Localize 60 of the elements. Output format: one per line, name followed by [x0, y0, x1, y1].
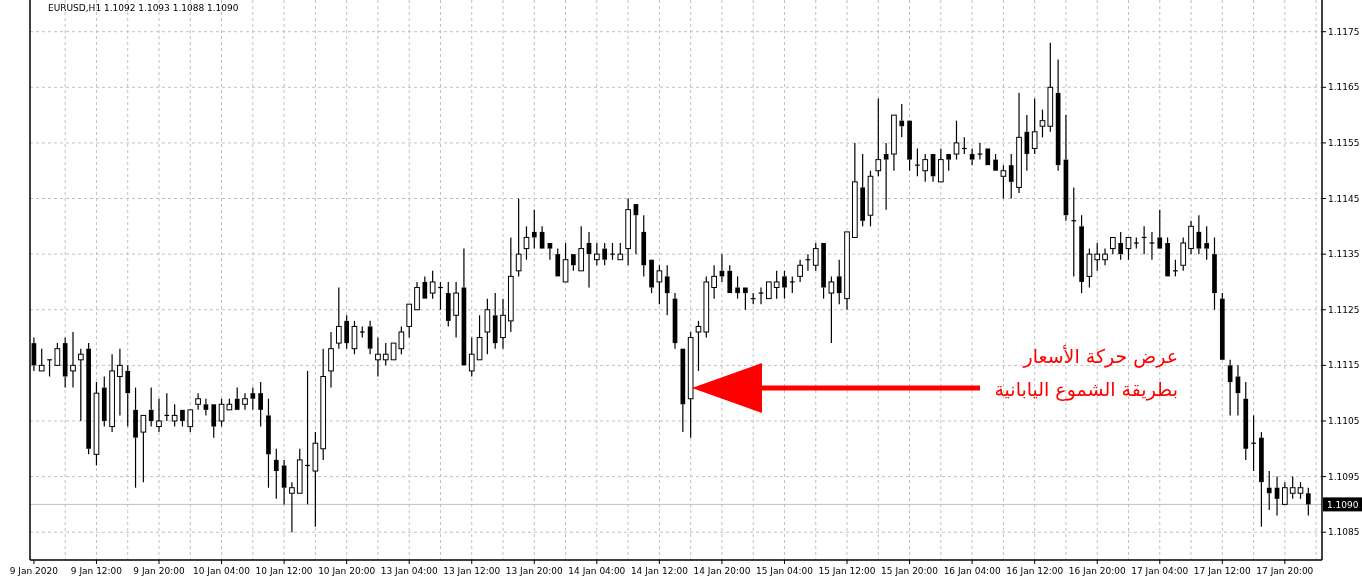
x-tick-label: 17 Jan 20:00	[1256, 566, 1314, 576]
candlestick	[758, 286, 764, 305]
annotation: بطريقة الشموع اليابانية	[994, 378, 1178, 401]
x-tick-label: 14 Jan 12:00	[630, 566, 689, 576]
x-tick-label: 15 Jan 12:00	[818, 566, 876, 576]
x-tick-label: 16 Jan 12:00	[1006, 566, 1064, 576]
y-tick-label: 1.1175	[1328, 26, 1360, 37]
x-tick-label: 9 Jan 20:00	[133, 566, 185, 576]
candlestick	[531, 209, 537, 250]
x-tick-label: 16 Jan 20:00	[1068, 566, 1126, 576]
candlestick	[156, 398, 162, 433]
candlestick	[453, 281, 459, 339]
candlestick	[977, 142, 983, 161]
ref-line-label: 1.1090	[1327, 500, 1359, 511]
x-tick-label: 14 Jan 04:00	[568, 566, 626, 576]
y-tick-label: 1.1115	[1328, 360, 1360, 371]
y-tick-label: 1.1135	[1328, 249, 1360, 260]
x-tick-label: 13 Jan 04:00	[380, 566, 438, 576]
candlestick	[375, 336, 381, 378]
x-tick-label: 14 Jan 20:00	[693, 566, 751, 576]
candlestick	[289, 481, 295, 533]
x-tick-label: 10 Jan 20:00	[318, 566, 376, 576]
candlestick	[328, 331, 334, 389]
x-tick-label: 13 Jan 12:00	[443, 566, 501, 576]
candlestick	[242, 392, 248, 411]
x-tick-label: 9 Jan 12:00	[70, 566, 123, 576]
candlestick	[1016, 92, 1022, 194]
candlestick	[1149, 231, 1155, 261]
candlestick	[203, 398, 209, 417]
candlestick	[109, 353, 115, 433]
x-tick-label: 16 Jan 04:00	[943, 566, 1001, 576]
annotation: عرض حركة الأسعار	[1022, 345, 1178, 368]
y-tick-label: 1.1165	[1328, 82, 1360, 93]
y-tick-label: 1.1085	[1328, 527, 1360, 538]
y-tick-label: 1.1145	[1328, 193, 1360, 204]
x-tick-label: 17 Jan 04:00	[1131, 566, 1189, 576]
candlestick	[1188, 220, 1194, 255]
y-tick-label: 1.1155	[1328, 137, 1360, 148]
x-tick-label: 17 Jan 12:00	[1193, 566, 1252, 576]
candlestick	[195, 392, 201, 411]
x-tick-label: 9 Jan 2020	[9, 566, 59, 576]
candlestick	[969, 147, 975, 166]
candlestick	[711, 264, 717, 300]
x-tick-label: 13 Jan 20:00	[505, 566, 564, 576]
candlestick	[625, 197, 631, 266]
y-tick-label: 1.1125	[1328, 304, 1360, 315]
x-tick-label: 10 Jan 12:00	[255, 566, 313, 576]
candlestick	[883, 142, 889, 211]
x-tick-label: 15 Jan 20:00	[881, 566, 939, 576]
y-tick-label: 1.1095	[1328, 471, 1360, 482]
candlestick	[70, 331, 76, 389]
candlestick	[797, 259, 803, 283]
y-tick-label: 1.1105	[1328, 415, 1360, 426]
candlestick	[500, 298, 506, 350]
candlestick	[133, 387, 138, 489]
candlestick	[117, 348, 123, 417]
candlestick	[1102, 247, 1108, 266]
chart-title: EURUSD,H1 1.1092 1.1093 1.1088 1.1090	[48, 3, 239, 13]
x-tick-label: 10 Jan 04:00	[193, 566, 251, 576]
x-tick-label: 15 Jan 04:00	[755, 566, 814, 576]
